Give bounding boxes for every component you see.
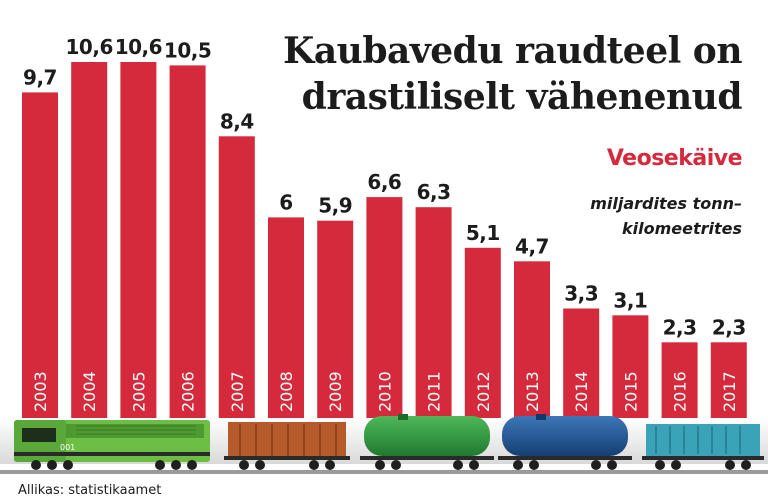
bar-2012 bbox=[464, 247, 501, 420]
locomotive-icon: 001 bbox=[14, 420, 210, 462]
wheels bbox=[31, 460, 751, 470]
bars: 9,7 2003 10,6 2004 10,6 2005 10,5 2006 8,4 2007 6 2… bbox=[22, 35, 747, 421]
bar-2009 bbox=[317, 220, 354, 420]
year-label-2007: 2007 bbox=[228, 371, 247, 412]
chart-title: Kaubavedu raudteel on drastiliselt vähen… bbox=[282, 28, 742, 120]
source-note: Allikas: statistikaamet bbox=[18, 483, 162, 498]
year-label-2012: 2012 bbox=[474, 371, 493, 412]
year-label-2009: 2009 bbox=[326, 371, 345, 412]
value-label-2003: 9,7 bbox=[23, 65, 57, 89]
year-label-2015: 2015 bbox=[621, 371, 640, 412]
year-label-2010: 2010 bbox=[375, 371, 394, 412]
year-label-2006: 2006 bbox=[179, 371, 198, 412]
chart-title-line-1: Kaubavedu raudteel on bbox=[283, 30, 742, 72]
bar-2015 bbox=[612, 315, 649, 420]
value-label-2017: 2,3 bbox=[712, 315, 746, 339]
container-car-icon bbox=[642, 424, 764, 460]
value-label-2008: 6 bbox=[279, 190, 292, 214]
value-label-2006: 10,5 bbox=[164, 38, 211, 62]
value-label-2016: 2,3 bbox=[663, 315, 697, 339]
bar-2011 bbox=[415, 207, 452, 420]
bar-2006 bbox=[169, 65, 206, 421]
locomotive-number: 001 bbox=[60, 443, 75, 452]
value-label-2005: 10,6 bbox=[115, 35, 162, 59]
year-label-2013: 2013 bbox=[523, 371, 542, 412]
bar-2014 bbox=[563, 308, 600, 420]
value-label-2004: 10,6 bbox=[66, 35, 113, 59]
unit-label: miljardites tonn– kilomeetrites bbox=[542, 191, 742, 241]
year-label-2011: 2011 bbox=[425, 371, 444, 412]
train-illustration: 001 bbox=[0, 414, 768, 474]
unit-label-line-2: kilomeetrites bbox=[621, 219, 742, 238]
bar-2017 bbox=[710, 342, 747, 420]
blue-tank-car-icon bbox=[498, 414, 632, 460]
value-label-2014: 3,3 bbox=[564, 282, 598, 306]
bar-2016 bbox=[661, 342, 698, 420]
value-label-2015: 3,1 bbox=[613, 288, 647, 312]
bar-2005 bbox=[120, 62, 157, 420]
bar-2013 bbox=[514, 261, 550, 420]
year-label-2004: 2004 bbox=[80, 371, 99, 412]
year-label-2017: 2017 bbox=[720, 371, 739, 412]
year-label-2003: 2003 bbox=[31, 371, 50, 412]
year-label-2008: 2008 bbox=[277, 371, 296, 412]
green-tank-car-icon bbox=[360, 414, 494, 460]
bar-2003 bbox=[22, 92, 58, 421]
value-label-2013: 4,7 bbox=[515, 234, 549, 258]
unit-label-line-1: miljardites tonn– bbox=[590, 194, 742, 213]
value-label-2011: 6,3 bbox=[417, 180, 451, 204]
value-label-2010: 6,6 bbox=[367, 170, 401, 194]
rail-track bbox=[0, 470, 768, 474]
year-label-2016: 2016 bbox=[671, 371, 690, 412]
year-label-2005: 2005 bbox=[129, 371, 148, 412]
series-name: Veosekäive bbox=[606, 146, 743, 171]
bar-2008 bbox=[268, 217, 304, 420]
bar-2010 bbox=[366, 197, 403, 420]
value-label-2009: 5,9 bbox=[318, 194, 352, 218]
bar-2007 bbox=[218, 136, 255, 421]
bar-2004 bbox=[71, 62, 108, 420]
chart-title-line-2: drastiliselt vähenenud bbox=[301, 76, 743, 118]
value-label-2012: 5,1 bbox=[466, 221, 500, 245]
year-label-2014: 2014 bbox=[572, 371, 591, 412]
value-label-2007: 8,4 bbox=[220, 109, 254, 133]
boxcar-icon bbox=[224, 422, 350, 460]
